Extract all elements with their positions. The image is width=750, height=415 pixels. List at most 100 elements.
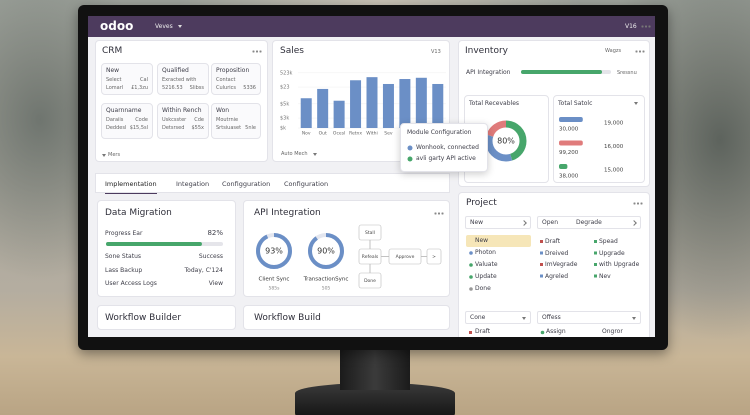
menu-dots[interactable] <box>641 25 651 28</box>
bar <box>432 83 444 128</box>
progress-bar <box>521 70 602 74</box>
workflow-card[interactable]: Workflow Builder <box>97 305 236 330</box>
popup-title: Module Configuration <box>407 129 472 136</box>
total-amount: 99,200 <box>559 150 579 156</box>
popup-item: avli garty API active <box>416 155 476 162</box>
project-item[interactable]: Ongror <box>602 328 623 335</box>
progress-label: Progress Ear <box>105 230 143 237</box>
graphic: 93% Client Sync 585s 90% TransactionSync 505 S… <box>256 224 442 292</box>
bar <box>350 80 362 128</box>
column-header[interactable]: Open Degrade <box>537 216 641 229</box>
panel-menu[interactable] <box>434 212 444 215</box>
total-right: 19,000 <box>604 121 624 127</box>
panel-title: API Integration <box>254 208 321 218</box>
column-header[interactable]: Offess <box>537 311 641 324</box>
item-dot <box>594 274 597 278</box>
graphic: $k $3k $5k $23 523k Nov Out Ocesl Retnx Withi Sev <box>280 70 446 137</box>
crm-card[interactable]: Qualified Exracted with 5216.53 Slibss <box>157 63 209 95</box>
info-text: Today, C'124 <box>184 266 223 274</box>
menu[interactable]: Veves <box>155 23 173 30</box>
tab-bar: Implementation Integation Configguration Co… <box>95 173 450 194</box>
total-bar <box>559 140 583 146</box>
panel-menu[interactable] <box>252 50 262 53</box>
donut-segment <box>485 120 527 162</box>
column-header[interactable]: Cone <box>465 311 531 324</box>
project-item[interactable]: Valuate <box>475 261 498 268</box>
x-tick-label: Retnx <box>349 131 362 137</box>
info-text: Sone Status <box>105 253 141 260</box>
project-item[interactable]: Spead <box>599 238 618 245</box>
header-text: Cone <box>470 314 486 321</box>
card-title: Won <box>216 107 230 114</box>
panel-menu[interactable] <box>635 50 645 53</box>
tab[interactable]: Integation <box>176 180 210 188</box>
tab[interactable]: Configuration <box>284 180 329 188</box>
api-panel: API Integration 93% Client Sync 585s 90% Tra… <box>243 200 450 297</box>
graphic: 80% 30,000 19,000 99,200 16,000 38,000 15,000 <box>485 70 624 180</box>
project-item[interactable]: Photon <box>475 249 496 256</box>
total-amount: 30,000 <box>559 127 579 133</box>
project-item[interactable]: New <box>475 237 489 244</box>
flow-box <box>358 224 382 241</box>
flow-box <box>426 248 442 265</box>
y-tick-label: $23 <box>280 85 290 91</box>
ring-label: TransactionSync <box>303 277 349 283</box>
x-tick-label: Out <box>319 131 327 137</box>
crm-card[interactable]: Proposition Contact Culurics 5336 <box>211 63 261 95</box>
api-label: API Integration <box>466 69 511 76</box>
crm-panel: CRM Mers New Select Cal Lomarl £1,3zu Qualifi… <box>95 40 268 162</box>
project-item[interactable]: Upgrade <box>599 249 625 257</box>
project-item[interactable]: Agreled <box>545 272 569 280</box>
card-text: $55x <box>191 125 204 131</box>
card-text: Lomarl <box>106 85 124 91</box>
sales-footer[interactable]: Auto Mech <box>281 151 308 157</box>
project-item[interactable]: with Upgrade <box>599 261 640 268</box>
crm-card[interactable]: Won Moutrnie Srtsiuaset 5nle <box>211 103 261 139</box>
tab[interactable]: Implementation <box>105 181 157 194</box>
total-right: 16,000 <box>604 144 624 150</box>
card-title: Within Rench <box>162 107 202 114</box>
project-item[interactable]: Draft <box>545 238 561 245</box>
tab[interactable]: Configguration <box>222 180 271 188</box>
y-tick-label: $k <box>280 126 286 132</box>
card-text: Cde <box>194 117 204 123</box>
caret <box>313 153 317 156</box>
caret <box>634 102 638 105</box>
api-status: Sressnu <box>617 70 637 76</box>
y-tick-label: 523k <box>280 70 293 76</box>
item-dot <box>594 251 597 255</box>
project-item[interactable]: Draft <box>475 328 491 335</box>
project-item[interactable]: Done <box>475 285 491 292</box>
card-text: 5216.53 <box>162 85 183 91</box>
logo[interactable]: odoo <box>100 19 134 33</box>
project-item[interactable]: Nev <box>599 272 611 280</box>
item-dot <box>469 287 473 291</box>
card-text: Deddesl <box>106 125 127 131</box>
panel-menu[interactable] <box>633 202 643 205</box>
crm-card[interactable]: Quarnname Daraiis Code Deddesl $15,5sl <box>101 103 153 139</box>
project-item[interactable]: ImVegrade <box>545 261 578 268</box>
donut-segment <box>485 120 527 162</box>
card-title: Total Satolc <box>558 100 593 107</box>
project-item[interactable]: Dreived <box>545 249 569 257</box>
popup-item: Wonhook, connected <box>416 144 479 151</box>
info-text[interactable]: View <box>208 280 223 287</box>
crm-card[interactable]: New Select Cal Lomarl £1,3zu <box>101 63 153 95</box>
item-dot <box>469 275 473 279</box>
chevron <box>521 220 527 226</box>
card-text: Uskcsster <box>162 117 187 123</box>
totals-card: Total Satolc <box>553 95 645 183</box>
x-tick-label: Sev <box>384 131 393 137</box>
ring <box>256 233 292 269</box>
caret <box>102 154 106 157</box>
project-item[interactable]: Assign <box>546 328 566 335</box>
item-dot <box>594 240 597 243</box>
column-header[interactable]: New <box>465 216 531 229</box>
project-item[interactable]: Update <box>475 273 497 280</box>
y-tick-label: $5k <box>280 101 289 107</box>
crm-footer[interactable]: Mers <box>108 152 121 158</box>
ring-label: Client Sync <box>259 277 290 283</box>
card-text: 5nle <box>245 125 256 131</box>
crm-card[interactable]: Within Rench Uskcsster Cde Detsrsed $55x <box>157 103 209 139</box>
workflow-card[interactable]: Workflow Build <box>243 305 450 330</box>
